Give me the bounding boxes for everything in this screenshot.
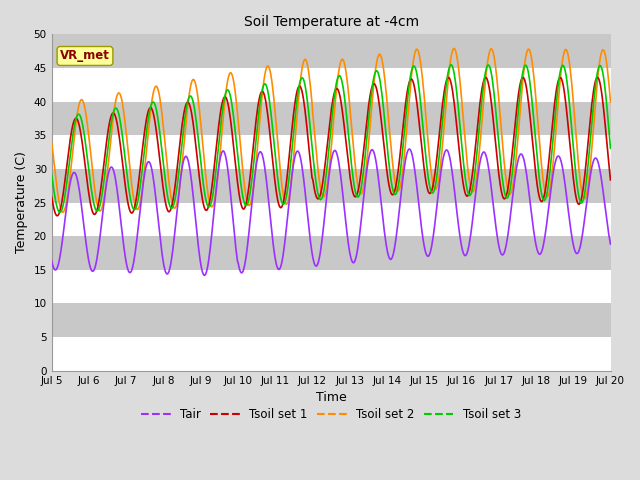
Tair <box>115 204 123 210</box>
Tsoil set 3 <box>416 95 424 101</box>
Tsoil set 3 <box>48 171 56 177</box>
Bar <box>52 270 611 303</box>
Tsoil set 3 <box>202 199 210 205</box>
Tsoil set 2 <box>416 57 424 62</box>
X-axis label: Time: Time <box>316 391 346 404</box>
Tsoil set 2 <box>451 46 458 51</box>
Tsoil set 1 <box>53 213 61 219</box>
Tsoil set 2 <box>607 99 614 105</box>
Tair <box>607 241 614 247</box>
Tsoil set 1 <box>116 140 124 146</box>
Bar <box>52 236 611 270</box>
Title: Soil Temperature at -4cm: Soil Temperature at -4cm <box>244 15 419 29</box>
Tair <box>400 168 408 174</box>
Tair <box>202 269 210 275</box>
Tsoil set 1 <box>59 195 67 201</box>
Bar <box>52 68 611 102</box>
Tsoil set 3 <box>59 204 67 210</box>
Tsoil set 1 <box>400 116 408 122</box>
Tsoil set 1 <box>48 194 56 200</box>
Tsoil set 3 <box>400 135 408 141</box>
Tsoil set 1 <box>607 177 614 183</box>
Tair <box>201 272 209 278</box>
Line: Tsoil set 3: Tsoil set 3 <box>52 65 611 212</box>
Tair <box>58 242 66 248</box>
Tsoil set 2 <box>116 91 124 97</box>
Tsoil set 3 <box>56 209 64 215</box>
Tair <box>417 219 425 225</box>
Tair <box>405 146 413 152</box>
Bar <box>52 102 611 135</box>
Tsoil set 2 <box>400 158 408 164</box>
Bar <box>52 169 611 203</box>
Tsoil set 1 <box>593 74 601 80</box>
Tsoil set 1 <box>173 168 180 174</box>
Line: Tsoil set 2: Tsoil set 2 <box>52 48 611 212</box>
Tsoil set 3 <box>607 145 614 151</box>
Tsoil set 2 <box>48 139 56 145</box>
Tair <box>48 258 56 264</box>
Bar <box>52 35 611 68</box>
Bar <box>52 135 611 169</box>
Tsoil set 2 <box>59 209 67 215</box>
Tsoil set 3 <box>116 118 124 123</box>
Tsoil set 2 <box>202 178 210 184</box>
Tsoil set 3 <box>173 186 180 192</box>
Tair <box>172 217 180 223</box>
Y-axis label: Temperature (C): Temperature (C) <box>15 152 28 253</box>
Tsoil set 1 <box>202 207 210 213</box>
Line: Tair: Tair <box>52 149 611 275</box>
Bar <box>52 303 611 337</box>
Tsoil set 2 <box>173 201 180 207</box>
Tsoil set 2 <box>58 208 66 214</box>
Legend: Tair, Tsoil set 1, Tsoil set 2, Tsoil set 3: Tair, Tsoil set 1, Tsoil set 2, Tsoil se… <box>136 403 526 425</box>
Tsoil set 3 <box>447 62 455 68</box>
Line: Tsoil set 1: Tsoil set 1 <box>52 77 611 216</box>
Bar <box>52 203 611 236</box>
Text: VR_met: VR_met <box>60 49 110 62</box>
Tsoil set 1 <box>416 129 424 134</box>
Bar <box>52 337 611 371</box>
